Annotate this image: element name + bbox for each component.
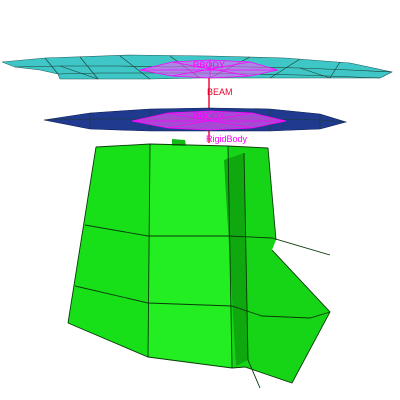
block-left-face (68, 144, 150, 357)
block-inner-fold (224, 153, 248, 366)
lower-plate[interactable]: RBODY (43, 107, 348, 132)
lower-body-label: RBODY (193, 111, 225, 121)
lower-spider-element (131, 110, 287, 131)
block-right-face (228, 146, 330, 383)
beam-label: BEAM (207, 87, 233, 97)
block-middle-face (148, 144, 232, 368)
upper-spider-element (139, 59, 279, 79)
block-mesh-edges (67, 143, 331, 389)
rigid-body-label: RigidBody (206, 134, 248, 144)
upper-plate[interactable]: RBODY (1, 54, 393, 80)
upper-body-label: RBODY (193, 60, 225, 70)
green-block[interactable]: RigidBody (67, 134, 331, 389)
